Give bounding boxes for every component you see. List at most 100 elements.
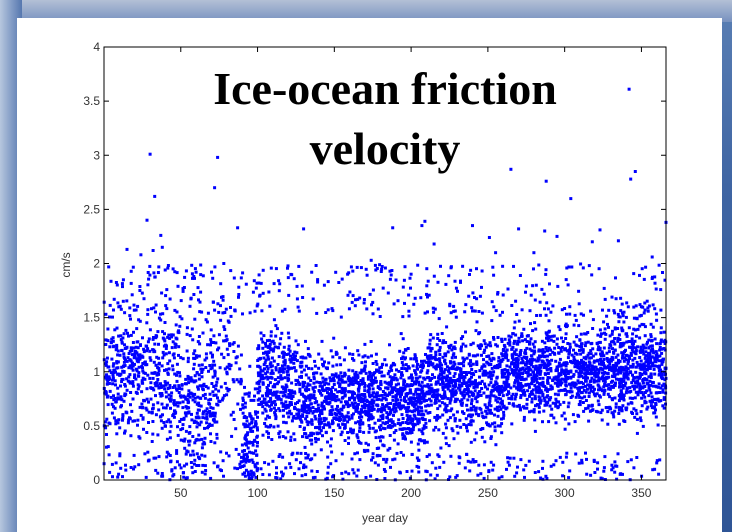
scatter-point bbox=[509, 335, 513, 339]
scatter-point bbox=[344, 415, 348, 419]
scatter-point bbox=[527, 459, 531, 463]
scatter-point bbox=[407, 384, 410, 388]
scatter-point bbox=[359, 397, 363, 401]
scatter-point bbox=[393, 423, 397, 427]
scatter-point bbox=[149, 386, 153, 390]
scatter-point bbox=[213, 308, 217, 312]
scatter-point bbox=[649, 391, 653, 395]
scatter-point bbox=[266, 377, 270, 381]
scatter-point bbox=[143, 399, 147, 403]
scatter-point bbox=[607, 325, 610, 329]
scatter-point bbox=[161, 356, 165, 360]
scatter-point bbox=[197, 373, 201, 377]
scatter-point bbox=[363, 389, 367, 393]
scatter-point bbox=[164, 304, 168, 308]
scatter-point bbox=[429, 389, 433, 393]
scatter-point bbox=[292, 432, 296, 436]
scatter-point bbox=[474, 329, 478, 333]
scatter-point bbox=[244, 433, 248, 437]
scatter-point bbox=[444, 341, 448, 344]
scatter-point bbox=[603, 297, 607, 301]
scatter-point bbox=[322, 419, 326, 423]
scatter-point bbox=[274, 334, 278, 338]
scatter-point bbox=[269, 389, 273, 393]
scatter-point bbox=[445, 365, 449, 369]
scatter-point bbox=[299, 414, 303, 418]
scatter-point bbox=[184, 269, 188, 273]
scatter-point bbox=[498, 313, 502, 317]
scatter-point bbox=[318, 414, 321, 417]
scatter-point bbox=[136, 346, 140, 350]
scatter-point bbox=[355, 433, 359, 437]
scatter-point bbox=[178, 401, 182, 405]
scatter-point bbox=[389, 411, 393, 414]
scatter-point bbox=[429, 383, 433, 387]
scatter-point bbox=[207, 402, 211, 405]
scatter-point bbox=[285, 395, 289, 399]
scatter-point bbox=[339, 363, 343, 367]
scatter-point bbox=[146, 271, 150, 274]
scatter-point bbox=[441, 385, 445, 389]
scatter-point bbox=[488, 341, 492, 345]
scatter-point bbox=[386, 421, 389, 424]
scatter-point bbox=[263, 407, 267, 411]
scatter-point bbox=[399, 332, 403, 336]
scatter-point bbox=[537, 410, 541, 414]
scatter-point bbox=[362, 399, 366, 403]
scatter-point bbox=[332, 393, 336, 397]
scatter-point bbox=[197, 404, 201, 407]
scatter-point bbox=[662, 330, 666, 334]
scatter-point bbox=[247, 394, 251, 398]
scatter-point bbox=[599, 360, 603, 364]
scatter-point bbox=[150, 371, 154, 375]
scatter-point bbox=[642, 323, 646, 327]
scatter-point bbox=[212, 359, 216, 363]
scatter-point bbox=[269, 396, 273, 400]
scatter-point bbox=[420, 406, 423, 410]
scatter-point bbox=[276, 376, 280, 380]
scatter-point bbox=[540, 339, 544, 343]
scatter-point bbox=[248, 364, 252, 368]
scatter-point bbox=[634, 334, 638, 338]
scatter-point bbox=[282, 420, 286, 424]
scatter-point bbox=[406, 422, 410, 425]
scatter-point bbox=[491, 356, 495, 360]
scatter-point bbox=[356, 402, 360, 406]
scatter-point bbox=[185, 349, 189, 353]
scatter-point bbox=[586, 371, 590, 375]
scatter-point bbox=[494, 380, 498, 384]
scatter-point bbox=[596, 333, 600, 337]
scatter-point bbox=[614, 402, 618, 406]
scatter-point bbox=[589, 385, 593, 389]
scatter-point bbox=[539, 399, 543, 403]
scatter-point bbox=[319, 429, 323, 433]
scatter-point bbox=[257, 344, 261, 348]
scatter-point bbox=[519, 394, 523, 397]
scatter-point bbox=[563, 379, 567, 383]
scatter-point bbox=[495, 405, 499, 409]
scatter-point bbox=[512, 341, 516, 345]
scatter-point bbox=[461, 342, 465, 346]
scatter-point bbox=[264, 344, 268, 348]
scatter-point bbox=[274, 403, 277, 407]
scatter-point bbox=[448, 304, 452, 308]
scatter-point bbox=[414, 399, 418, 403]
scatter-point bbox=[370, 394, 374, 397]
scatter-point bbox=[564, 375, 568, 379]
scatter-point bbox=[537, 385, 541, 389]
scatter-point bbox=[496, 389, 500, 393]
scatter-point bbox=[414, 402, 418, 406]
scatter-point bbox=[589, 389, 593, 393]
scatter-point bbox=[214, 383, 218, 387]
scatter-point bbox=[608, 362, 612, 366]
scatter-point bbox=[401, 417, 405, 420]
scatter-point bbox=[198, 423, 202, 427]
scatter-point bbox=[418, 438, 422, 442]
scatter-point bbox=[542, 409, 546, 413]
scatter-point bbox=[167, 351, 171, 355]
scatter-point bbox=[554, 404, 558, 408]
scatter-point bbox=[426, 354, 430, 358]
scatter-point bbox=[390, 368, 394, 372]
scatter-point bbox=[462, 357, 466, 361]
scatter-point bbox=[588, 409, 592, 413]
